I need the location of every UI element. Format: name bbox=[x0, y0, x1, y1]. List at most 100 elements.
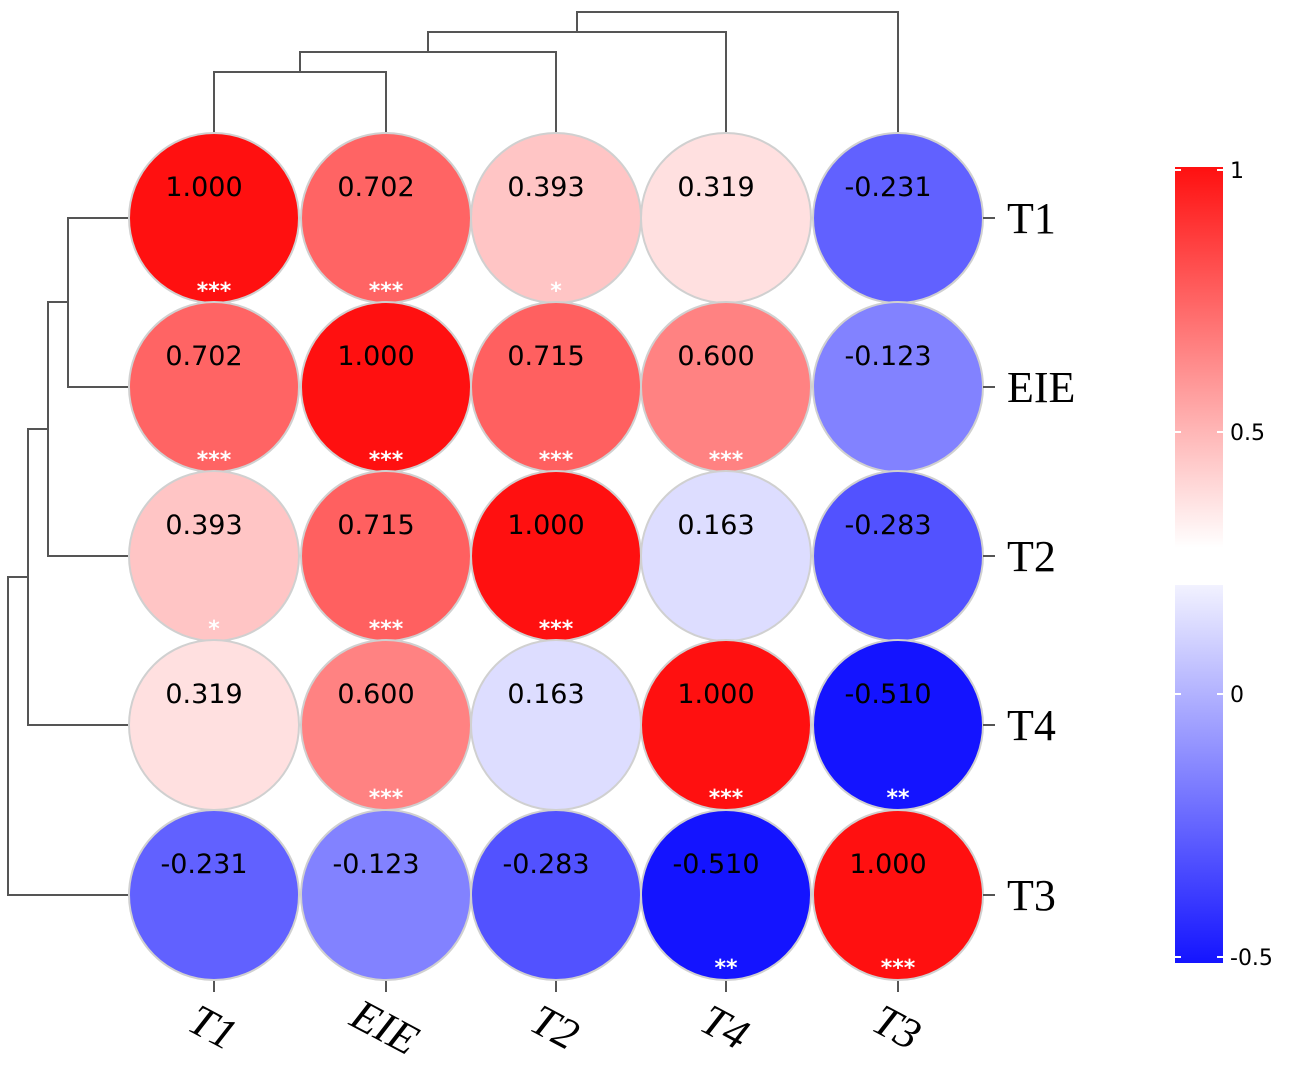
correlation-circle bbox=[812, 301, 984, 473]
cell-EIE-T3: -0.123 bbox=[812, 301, 984, 473]
cell-EIE-EIE: 1.000 *** bbox=[300, 301, 472, 473]
correlation-circle bbox=[300, 301, 472, 473]
correlation-circle bbox=[640, 301, 812, 473]
correlation-circle bbox=[640, 809, 812, 981]
correlation-circle bbox=[812, 470, 984, 642]
correlation-circle bbox=[640, 470, 812, 642]
top-dendrogram bbox=[213, 11, 899, 133]
colorbar-tick-label: -0.5 bbox=[1230, 946, 1273, 971]
correlation-circle bbox=[300, 470, 472, 642]
cell-T3-T4: -0.510 ** bbox=[640, 809, 812, 981]
correlation-circle bbox=[470, 639, 642, 811]
significance-stars: ** bbox=[886, 786, 910, 811]
cells-group: 1.000***0.702***0.393*0.319 -0.2310.702**… bbox=[128, 132, 984, 981]
significance-stars: *** bbox=[369, 617, 404, 642]
correlation-value: 1.000 bbox=[849, 849, 926, 880]
correlation-circle bbox=[128, 809, 300, 981]
row-label: T1 bbox=[1007, 194, 1056, 243]
correlation-circle bbox=[470, 470, 642, 642]
colorbar-tick-label: 0.5 bbox=[1230, 421, 1265, 446]
correlation-value: 0.600 bbox=[337, 679, 414, 710]
significance-stars: *** bbox=[539, 617, 574, 642]
significance-stars: *** bbox=[369, 279, 404, 304]
correlation-circle bbox=[128, 301, 300, 473]
significance-stars: *** bbox=[197, 448, 232, 473]
correlation-circle bbox=[300, 809, 472, 981]
correlation-value: -0.123 bbox=[844, 341, 931, 372]
row-label: T2 bbox=[1007, 532, 1056, 581]
correlation-value: 0.163 bbox=[677, 510, 754, 541]
significance-stars: *** bbox=[369, 448, 404, 473]
column-labels: T1 EIE T2 T4 T3 bbox=[181, 981, 929, 1065]
correlation-value: 0.393 bbox=[165, 510, 242, 541]
cell-T3-EIE: -0.123 bbox=[300, 809, 472, 981]
correlation-value: 1.000 bbox=[507, 510, 584, 541]
correlation-value: 0.715 bbox=[507, 341, 584, 372]
correlation-circle bbox=[300, 132, 472, 304]
colorbar-positive bbox=[1175, 167, 1223, 548]
correlation-circle bbox=[128, 639, 300, 811]
significance-stars: *** bbox=[881, 956, 916, 981]
cell-T1-T4: 0.319 bbox=[640, 132, 812, 304]
correlation-circle bbox=[640, 132, 812, 304]
cell-T4-T1: 0.319 bbox=[128, 639, 300, 811]
cell-T3-T1: -0.231 bbox=[128, 809, 300, 981]
significance-stars: *** bbox=[709, 786, 744, 811]
row-label: EIE bbox=[1007, 363, 1075, 412]
cell-T2-T1: 0.393 * bbox=[128, 470, 300, 642]
column-label: T4 bbox=[693, 995, 757, 1060]
significance-stars: * bbox=[208, 617, 220, 642]
correlation-circle bbox=[470, 132, 642, 304]
colorbar: 1 0.5 0 -0.5 bbox=[1175, 159, 1273, 971]
cell-T2-EIE: 0.715 *** bbox=[300, 470, 472, 642]
correlation-circle bbox=[470, 809, 642, 981]
cell-T2-T2: 1.000 *** bbox=[470, 470, 642, 642]
significance-stars: *** bbox=[539, 448, 574, 473]
colorbar-tick-label: 1 bbox=[1230, 159, 1244, 184]
significance-stars: *** bbox=[369, 786, 404, 811]
cell-T1-T2: 0.393 * bbox=[470, 132, 642, 304]
cell-T3-T3: 1.000 *** bbox=[812, 809, 984, 981]
correlation-value: 0.702 bbox=[337, 172, 414, 203]
correlation-circle bbox=[300, 639, 472, 811]
correlation-value: 1.000 bbox=[337, 341, 414, 372]
row-label: T3 bbox=[1007, 871, 1056, 920]
row-label: T4 bbox=[1007, 701, 1056, 750]
correlation-value: -0.283 bbox=[844, 510, 931, 541]
correlation-circle bbox=[128, 132, 300, 304]
correlation-circle bbox=[470, 301, 642, 473]
cell-T4-T4: 1.000 *** bbox=[640, 639, 812, 811]
correlation-value: 0.600 bbox=[677, 341, 754, 372]
colorbar-negative bbox=[1175, 585, 1223, 963]
colorbar-tick-label: 0 bbox=[1230, 683, 1244, 708]
column-label: T3 bbox=[865, 995, 929, 1060]
correlation-value: -0.510 bbox=[844, 679, 931, 710]
cell-EIE-T4: 0.600 *** bbox=[640, 301, 812, 473]
significance-stars: * bbox=[550, 279, 562, 304]
correlation-value: -0.283 bbox=[502, 849, 589, 880]
significance-stars: *** bbox=[197, 279, 232, 304]
correlation-circle bbox=[812, 809, 984, 981]
correlation-value: 0.319 bbox=[165, 679, 242, 710]
correlation-value: 1.000 bbox=[165, 172, 242, 203]
cell-EIE-T1: 0.702 *** bbox=[128, 301, 300, 473]
correlation-circle bbox=[128, 470, 300, 642]
cell-T2-T4: 0.163 bbox=[640, 470, 812, 642]
correlation-value: 0.319 bbox=[677, 172, 754, 203]
cell-T1-EIE: 0.702 *** bbox=[300, 132, 472, 304]
row-labels: T1 EIE T2 T4 T3 bbox=[983, 194, 1075, 920]
correlation-circle bbox=[640, 639, 812, 811]
correlation-value: -0.231 bbox=[844, 172, 931, 203]
correlation-circle bbox=[812, 132, 984, 304]
correlation-circle bbox=[812, 639, 984, 811]
significance-stars: *** bbox=[709, 448, 744, 473]
left-dendrogram bbox=[7, 217, 128, 896]
cell-T4-T3: -0.510 ** bbox=[812, 639, 984, 811]
correlation-value: -0.510 bbox=[672, 849, 759, 880]
cell-T4-EIE: 0.600 *** bbox=[300, 639, 472, 811]
column-label: T2 bbox=[523, 995, 587, 1060]
cell-T1-T3: -0.231 bbox=[812, 132, 984, 304]
cell-T1-T1: 1.000 *** bbox=[128, 132, 300, 304]
column-label: EIE bbox=[342, 989, 426, 1065]
